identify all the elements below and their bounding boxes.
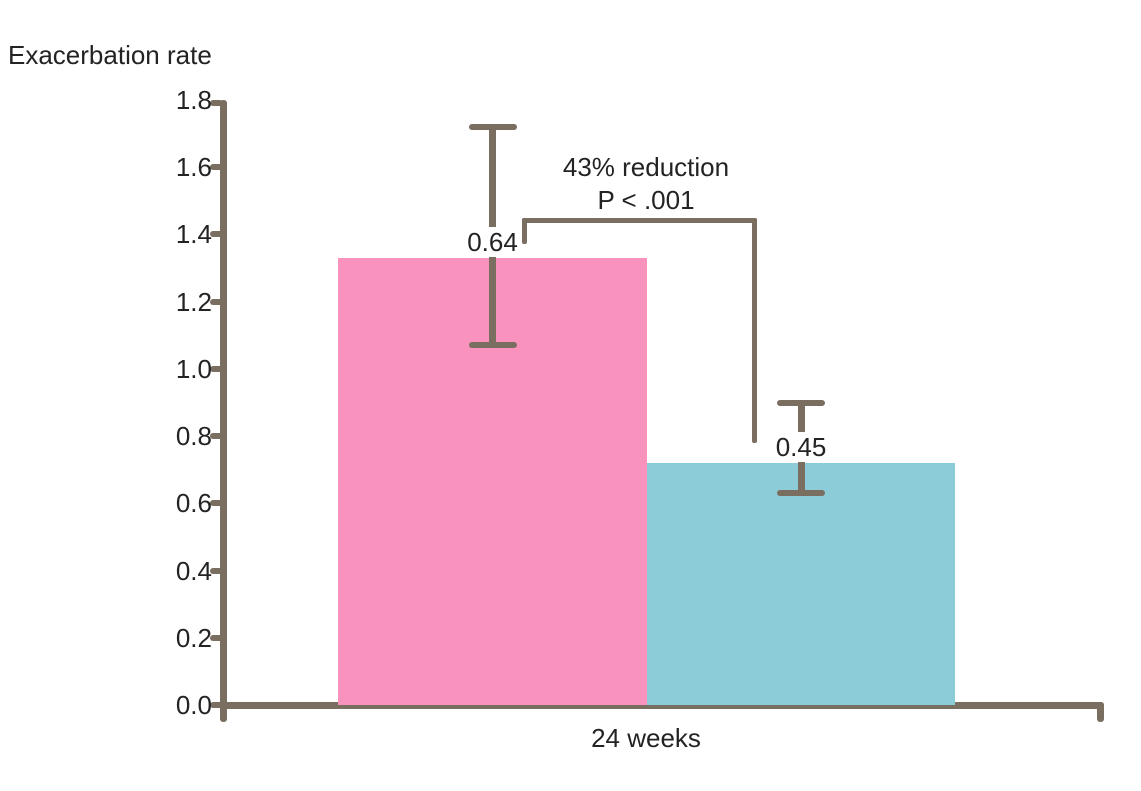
y-tick-label: 1.0	[175, 353, 212, 384]
y-tick-label: 0.2	[175, 622, 212, 653]
y-tick-label: 0.6	[175, 488, 212, 519]
y-tick-label: 0.8	[175, 421, 212, 452]
y-tick	[210, 702, 223, 708]
y-tick	[210, 567, 223, 574]
p-value-annotation-line2: P < .001	[597, 185, 695, 215]
y-tick-label: 1.6	[175, 152, 212, 183]
comparison-bracket-right-stub	[752, 218, 757, 443]
reduction-annotation-line1: 43% reduction	[562, 152, 730, 182]
bar-value-label: 0.64	[464, 226, 521, 257]
y-tick-label: 0.4	[175, 555, 212, 586]
y-tick	[210, 500, 223, 507]
y-tick-label: 1.2	[175, 286, 212, 317]
y-tick	[210, 100, 223, 106]
y-tick	[210, 433, 223, 440]
y-tick-label: 1.8	[175, 85, 212, 115]
y-axis-line	[220, 100, 227, 722]
error-bar-top-cap	[468, 123, 517, 130]
error-bar-top-cap	[777, 399, 825, 406]
y-tick	[210, 231, 223, 238]
y-tick	[210, 634, 223, 641]
x-axis-category-label: 24 weeks	[591, 723, 701, 753]
y-tick	[210, 164, 223, 171]
error-bar-bottom-cap	[777, 490, 825, 497]
y-tick-label: 0.0	[175, 690, 212, 720]
bar-value-label: 0.45	[772, 432, 830, 462]
x-axis-end-tick	[1097, 702, 1104, 722]
comparison-bracket-left-stub	[522, 218, 527, 244]
x-axis-line	[220, 702, 1104, 709]
chart-title: Exacerbation rate	[8, 40, 212, 70]
comparison-bracket-horizontal	[522, 218, 757, 223]
y-tick-label: 1.4	[175, 219, 212, 250]
y-tick	[210, 298, 223, 305]
y-tick	[210, 365, 223, 372]
teal-bar	[647, 463, 955, 705]
reduction-annotation: 43% reduction P < .001	[446, 151, 846, 217]
error-bar-bottom-cap	[468, 342, 517, 349]
